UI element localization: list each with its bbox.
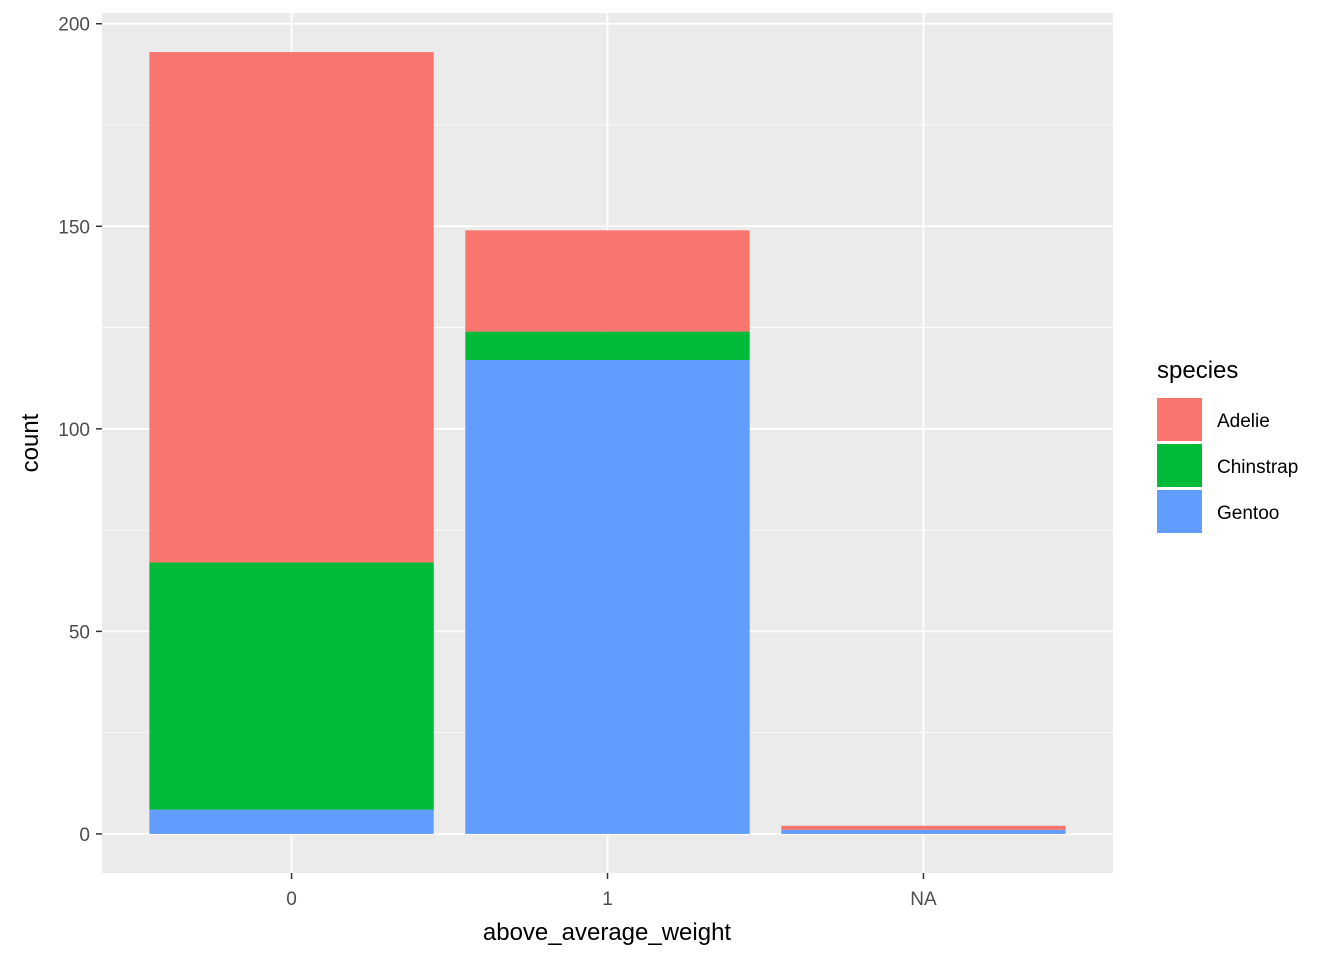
legend-label-gentoo: Gentoo [1217, 503, 1279, 524]
bar-chinstrap-1 [465, 331, 750, 360]
x-tick-label: 0 [286, 889, 297, 910]
legend-label-adelie: Adelie [1217, 411, 1270, 432]
y-tick-label: 200 [58, 15, 90, 36]
x-tick-label: NA [910, 889, 937, 910]
bar-gentoo-na [781, 829, 1066, 834]
bar-gentoo-0 [149, 809, 434, 834]
bar-chinstrap-0 [149, 562, 434, 810]
y-axis: 0 50 100 150 200 [58, 15, 102, 846]
y-tick-label: 150 [58, 217, 90, 238]
x-axis: 0 1 NA [286, 873, 937, 910]
legend-key-chinstrap [1157, 444, 1202, 487]
legend: species Adelie Chinstrap Gentoo [1157, 357, 1298, 533]
bars [149, 52, 1066, 834]
legend-key-gentoo [1157, 490, 1202, 533]
legend-label-chinstrap: Chinstrap [1217, 457, 1298, 478]
bar-gentoo-1 [465, 359, 750, 834]
bar-adelie-0 [149, 52, 434, 563]
x-tick-label: 1 [602, 889, 613, 910]
x-axis-title: above_average_weight [483, 919, 732, 946]
y-axis-title: count [17, 413, 44, 472]
y-tick-label: 100 [58, 420, 90, 441]
legend-title: species [1157, 357, 1238, 384]
y-tick-label: 0 [79, 825, 90, 846]
bar-adelie-na [781, 825, 1066, 830]
legend-key-adelie [1157, 398, 1202, 441]
y-tick-label: 50 [69, 622, 90, 643]
bar-adelie-1 [465, 230, 750, 332]
